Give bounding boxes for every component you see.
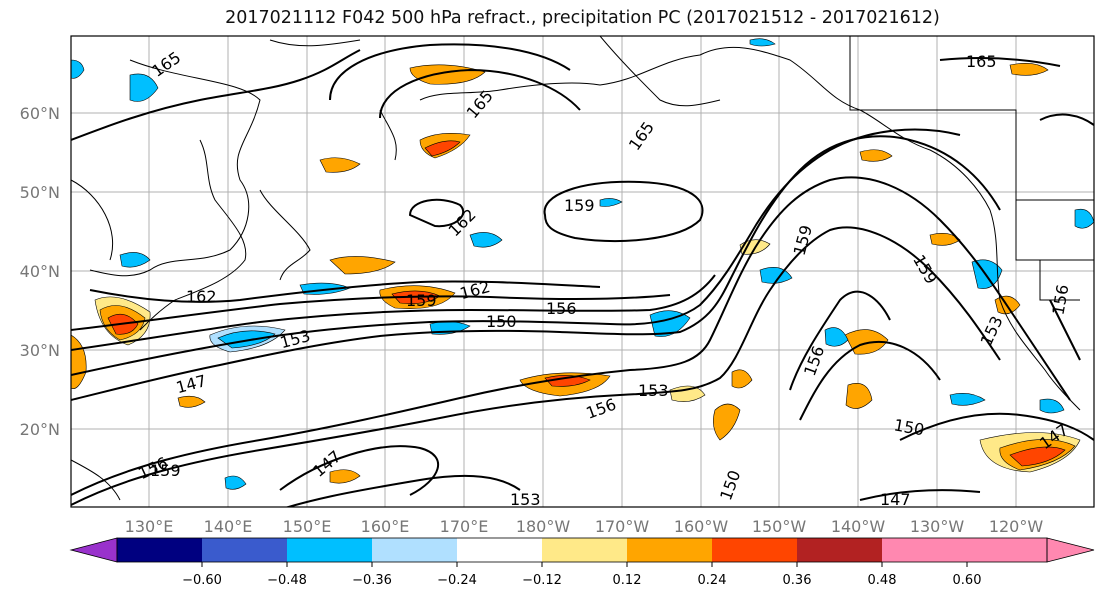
colorbar-tick-label: 0.24 xyxy=(698,573,727,588)
contour-label: 150 xyxy=(486,312,517,331)
contour-label: 153 xyxy=(638,381,669,400)
map-frame xyxy=(70,35,1095,508)
contour-label-group: 165 165 165 165 162 162 162 159 159 159 … xyxy=(135,48,1072,509)
colorbar-tick-label: −0.36 xyxy=(352,573,392,588)
contour-label: 165 xyxy=(463,86,497,122)
colorbar-segment xyxy=(627,538,712,562)
longitude-label: 170°E xyxy=(440,517,489,536)
colorbar-segment xyxy=(712,538,797,562)
longitude-label: 140°W xyxy=(831,517,886,536)
colorbar-segment xyxy=(542,538,627,562)
colorbar-tick-label: −0.60 xyxy=(182,573,222,588)
contour-label: 159 xyxy=(150,461,181,480)
contour-label: 159 xyxy=(564,196,595,215)
contour-label: 156 xyxy=(800,343,828,378)
precipitation-shading xyxy=(71,38,1094,490)
colorbar-tick-label: 0.12 xyxy=(613,573,642,588)
contour-label: 165 xyxy=(966,52,997,71)
contour-label: 165 xyxy=(148,48,184,81)
contour-label: 159 xyxy=(790,223,816,257)
latitude-axis: 60°N 50°N 40°N 30°N 20°N xyxy=(20,104,60,439)
contour-label: 162 xyxy=(186,287,217,306)
colorbar-segment xyxy=(202,538,287,562)
contour-label: 159 xyxy=(406,291,437,310)
longitude-label: 160°E xyxy=(361,517,410,536)
longitude-label: 150°W xyxy=(752,517,807,536)
colorbar-segment xyxy=(882,538,967,562)
longitude-label: 170°W xyxy=(595,517,650,536)
colorbar-tick-label: 0.36 xyxy=(783,573,812,588)
colorbar-tick-label: −0.48 xyxy=(267,573,307,588)
colorbar-tick-label: 0.60 xyxy=(953,573,982,588)
coastlines xyxy=(71,36,1094,501)
colorbar-tick-label: −0.24 xyxy=(437,573,477,588)
colorbar-extend-left xyxy=(69,537,118,563)
graticule xyxy=(71,36,1094,507)
colorbar-segment xyxy=(457,538,542,562)
contour-label: 147 xyxy=(174,371,208,397)
contour-label: 147 xyxy=(880,490,911,509)
colorbar-extend-right xyxy=(1046,537,1095,563)
latitude-label: 30°N xyxy=(20,341,60,360)
contour-label: 150 xyxy=(892,415,925,439)
longitude-axis: 130°E 140°E 150°E 160°E 170°E 180°W 170°… xyxy=(125,517,1044,536)
contour-label: 156 xyxy=(546,299,577,318)
contour-label: 150 xyxy=(716,468,744,503)
colorbar-ticks xyxy=(201,562,968,567)
colorbar-segment xyxy=(372,538,457,562)
longitude-label: 160°W xyxy=(674,517,729,536)
colorbar-tick-label: 0.48 xyxy=(868,573,897,588)
longitude-label: 150°E xyxy=(283,517,332,536)
latitude-label: 50°N xyxy=(20,183,60,202)
latitude-label: 60°N xyxy=(20,104,60,123)
colorbar: −0.60 −0.48 −0.36 −0.24 −0.12 0.12 0.24 … xyxy=(69,537,1095,588)
colorbar-segment xyxy=(117,538,202,562)
contour-label: 156 xyxy=(1048,283,1072,316)
refractivity-contours xyxy=(71,43,1094,507)
colorbar-outline xyxy=(116,537,1048,563)
latitude-label: 40°N xyxy=(20,262,60,281)
contour-label: 156 xyxy=(584,395,619,423)
contour-label: 153 xyxy=(510,490,541,509)
colorbar-segment xyxy=(287,538,372,562)
map-title: 2017021112 F042 500 hPa refract., precip… xyxy=(225,8,940,28)
longitude-label: 130°W xyxy=(910,517,965,536)
longitude-label: 140°E xyxy=(204,517,253,536)
longitude-label: 120°W xyxy=(989,517,1044,536)
longitude-label: 180°W xyxy=(516,517,571,536)
latitude-label: 20°N xyxy=(20,420,60,439)
colorbar-tick-label: −0.12 xyxy=(522,573,562,588)
contour-label: 153 xyxy=(977,313,1007,349)
longitude-label: 130°E xyxy=(125,517,174,536)
colorbar-segment xyxy=(967,538,1047,562)
colorbar-segment xyxy=(797,538,882,562)
contour-label: 165 xyxy=(625,118,658,154)
